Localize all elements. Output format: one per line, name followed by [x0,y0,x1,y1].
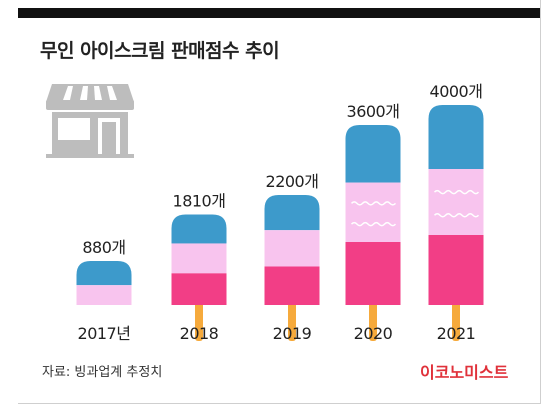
source-note: 자료: 빙과업계 추정치 [42,365,163,380]
wave-3-0 [350,201,397,206]
value-label-2: 2200개 [266,172,319,191]
bar-segment-blue-3 [345,125,401,183]
bar-segment-blue-4 [428,105,484,169]
bar-segment-lightpink-0 [76,285,132,305]
bar-segment-hotpink-1 [171,273,227,305]
category-label-0: 2017년 [78,324,131,343]
stick-2 [288,295,296,341]
bar-segment-lightpink-3 [345,182,401,242]
bar-segment-blue-1 [171,214,227,244]
wave-4-0 [433,189,480,195]
chart-title: 무인 아이스크림 판매점수 추이 [40,40,280,62]
bar-segment-blue-2 [264,195,320,231]
stick-4 [452,295,460,341]
bar-segment-hotpink-3 [345,242,401,305]
bar-segment-hotpink-4 [428,235,484,305]
value-label-4: 4000개 [430,82,483,101]
category-label-4: 2021 [437,324,476,343]
bar-segment-blue-0 [76,261,132,286]
bar-segment-lightpink-4 [428,169,484,235]
value-label-3: 3600개 [347,102,400,121]
brand-logo: 이코노미스트 [420,363,509,382]
category-label-2: 2019 [273,324,312,343]
bar-segment-lightpink-1 [171,243,227,274]
header-bar [18,8,540,18]
value-label-1: 1810개 [173,192,226,211]
category-label-3: 2020 [354,324,393,343]
store-icon [46,84,134,158]
wave-4-1 [433,212,480,218]
stick-1 [195,295,203,341]
category-label-1: 2018 [180,324,219,343]
stick-3 [369,295,377,341]
value-label-0: 880개 [82,238,125,257]
wave-3-1 [350,221,397,227]
bar-segment-lightpink-2 [264,230,320,267]
bar-segment-hotpink-2 [264,266,320,305]
